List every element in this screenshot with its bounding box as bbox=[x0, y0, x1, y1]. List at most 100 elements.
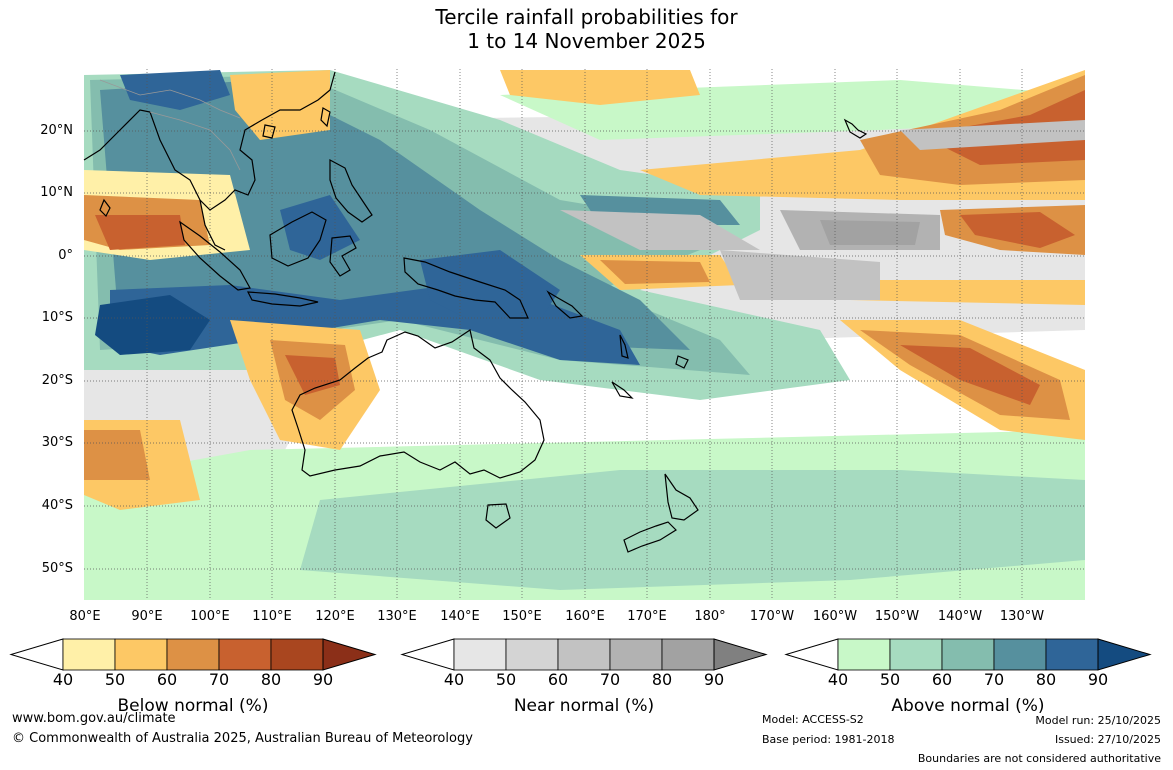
map-title-line2: 1 to 14 November 2025 bbox=[467, 29, 706, 53]
legend-above-tick: 80 bbox=[1035, 670, 1057, 689]
colorbar-left-extension bbox=[9, 638, 64, 671]
lat-label-20n: 20°N bbox=[40, 123, 73, 138]
graticule bbox=[84, 69, 1085, 600]
new-zealand-north-coastline bbox=[664, 473, 699, 521]
model-run-text: Model run: 25/10/2025 bbox=[1035, 714, 1161, 727]
mainland-asia-coastline bbox=[83, 71, 336, 211]
lat-label-30s: 30°S bbox=[41, 435, 73, 450]
below-field-pacific-eq-2 bbox=[600, 260, 710, 284]
legend-below-tick: 60 bbox=[156, 670, 178, 689]
lon-label-160w: 160°W bbox=[812, 609, 858, 624]
legend-below-tick: 80 bbox=[260, 670, 282, 689]
coastlines bbox=[83, 71, 868, 553]
below-field-china bbox=[230, 70, 330, 140]
legend-below-tick: 40 bbox=[52, 670, 74, 689]
colorbar-segment bbox=[941, 638, 995, 671]
lon-label-180: 180° bbox=[694, 609, 726, 624]
malay-peninsula-coastline bbox=[199, 199, 226, 251]
lat-label-10n: 10°N bbox=[40, 185, 73, 200]
sri-lanka-coastline bbox=[99, 198, 111, 218]
legend-near-tick: 90 bbox=[703, 670, 725, 689]
above-field-indian-core bbox=[95, 295, 210, 355]
boundaries-disclaimer: Boundaries are not considered authoritat… bbox=[917, 752, 1161, 765]
legend-above-title: Above normal (%) bbox=[891, 696, 1045, 716]
legend-above-tick: 90 bbox=[1087, 670, 1109, 689]
colorbar-segment bbox=[166, 638, 220, 671]
legend-below-tick: 70 bbox=[208, 670, 230, 689]
colorbar-segment bbox=[557, 638, 611, 671]
near-normal-dark-4 bbox=[720, 250, 880, 300]
legend-near-tick: 80 bbox=[651, 670, 673, 689]
colorbar-segment bbox=[218, 638, 272, 671]
sulawesi-coastline bbox=[329, 235, 357, 277]
above-field-south-mid bbox=[300, 470, 1085, 590]
lon-label-80e: 80°E bbox=[69, 609, 101, 624]
lat-label-0: 0° bbox=[58, 248, 73, 263]
fiji-coastline bbox=[675, 355, 689, 369]
legend-above-tick: 50 bbox=[879, 670, 901, 689]
colorbar-segment bbox=[837, 638, 891, 671]
map-title-line1: Tercile rainfall probabilities for bbox=[435, 5, 738, 29]
lat-label-40s: 40°S bbox=[41, 498, 73, 513]
hawaii-coastline bbox=[843, 118, 868, 139]
australia-coastline bbox=[291, 329, 545, 479]
colorbar-below-normal bbox=[9, 638, 377, 671]
colorbar-segment bbox=[609, 638, 663, 671]
lon-label-110e: 110°E bbox=[252, 609, 292, 624]
lat-label-20s: 20°S bbox=[41, 373, 73, 388]
colorbar-segment bbox=[505, 638, 559, 671]
legend-near-tick: 60 bbox=[547, 670, 569, 689]
new-caledonia-coastline bbox=[611, 381, 634, 399]
legend-near-tick: 50 bbox=[495, 670, 517, 689]
colorbar-left-extension bbox=[784, 638, 839, 671]
model-text: Model: ACCESS-S2 bbox=[762, 713, 864, 726]
legend-above-tick: 70 bbox=[983, 670, 1005, 689]
colorbar-near-normal bbox=[400, 638, 768, 671]
lat-label-10s: 10°S bbox=[41, 310, 73, 325]
lon-label-90e: 90°E bbox=[131, 609, 163, 624]
colorbar-left-extension bbox=[400, 638, 455, 671]
hainan-coastline bbox=[262, 124, 276, 139]
colorbar-segment bbox=[62, 638, 116, 671]
colorbar-right-extension bbox=[713, 638, 768, 671]
lon-label-130e: 130°E bbox=[377, 609, 417, 624]
lon-label-170w: 170°W bbox=[749, 609, 795, 624]
lon-label-150w: 150°W bbox=[874, 609, 920, 624]
colorbar-segment bbox=[1045, 638, 1099, 671]
lon-label-150e: 150°E bbox=[502, 609, 542, 624]
borneo-coastline bbox=[269, 211, 327, 267]
new-guinea-coastline bbox=[403, 257, 529, 319]
lat-label-50s: 50°S bbox=[41, 561, 73, 576]
colorbar-above-normal bbox=[784, 638, 1152, 671]
vanuatu-coastline bbox=[619, 334, 629, 359]
legend-below-tick: 90 bbox=[312, 670, 334, 689]
colorbar-segment bbox=[270, 638, 324, 671]
lon-label-170e: 170°E bbox=[627, 609, 667, 624]
taiwan-coastline bbox=[320, 107, 331, 128]
legend-near-tick: 70 bbox=[599, 670, 621, 689]
lon-label-140e: 140°E bbox=[440, 609, 480, 624]
java-coastline bbox=[246, 291, 319, 307]
solomon-islands-coastline bbox=[546, 290, 584, 319]
tasmania-coastline bbox=[485, 503, 511, 529]
colorbar-segment bbox=[453, 638, 507, 671]
below-field-pacific-e-eq-2 bbox=[960, 212, 1075, 248]
lon-label-160e: 160°E bbox=[565, 609, 605, 624]
near-normal-dark-3 bbox=[820, 220, 920, 245]
lon-label-130w: 130°W bbox=[999, 609, 1045, 624]
legend-below-tick: 50 bbox=[104, 670, 126, 689]
colorbar-right-extension bbox=[322, 638, 377, 671]
colorbar-right-extension bbox=[1097, 638, 1152, 671]
website-link[interactable]: www.bom.gov.au/climate bbox=[12, 711, 176, 726]
sumatra-coastline bbox=[179, 220, 251, 291]
above-field-philippines bbox=[280, 195, 360, 260]
issued-text: Issued: 27/10/2025 bbox=[1054, 733, 1161, 746]
philippines-coastline bbox=[329, 159, 373, 223]
legend-above-tick: 60 bbox=[931, 670, 953, 689]
lon-label-120e: 120°E bbox=[315, 609, 355, 624]
base-period-text: Base period: 1981-2018 bbox=[762, 733, 895, 746]
country-borders bbox=[99, 79, 241, 171]
legend-above-tick: 40 bbox=[827, 670, 849, 689]
new-zealand-south-coastline bbox=[623, 521, 677, 553]
